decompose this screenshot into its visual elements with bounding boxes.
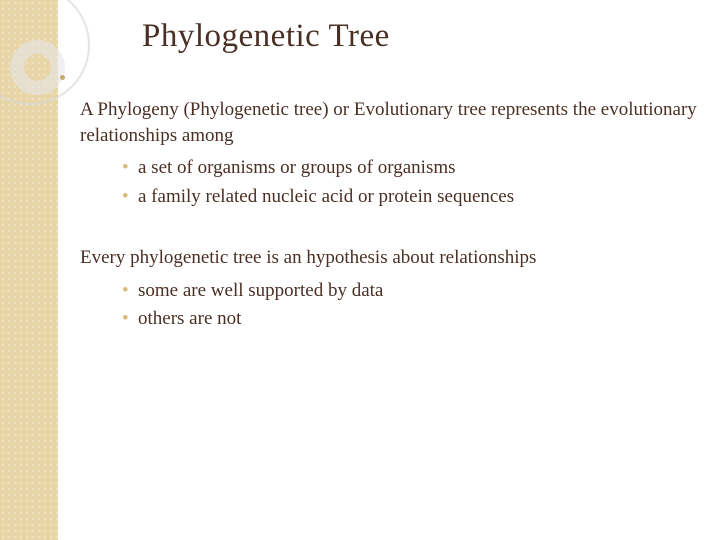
list-item: a family related nucleic acid or protein… [122, 183, 700, 212]
decorative-circle-inner [10, 40, 65, 95]
bullet-list-1: a set of organisms or groups of organism… [122, 154, 700, 211]
intro-paragraph-2: Every phylogenetic tree is an hypothesis… [80, 245, 700, 271]
bullet-list-2: some are well supported by data others a… [122, 277, 700, 334]
slide-content: Phylogenetic Tree A Phylogeny (Phylogene… [80, 0, 700, 540]
list-item: a set of organisms or groups of organism… [122, 154, 700, 183]
list-item: some are well supported by data [122, 277, 700, 306]
list-item: others are not [122, 305, 700, 334]
intro-paragraph-1: A Phylogeny (Phylogenetic tree) or Evolu… [80, 97, 700, 148]
slide-title: Phylogenetic Tree [142, 18, 700, 55]
decorative-dot [60, 75, 65, 80]
